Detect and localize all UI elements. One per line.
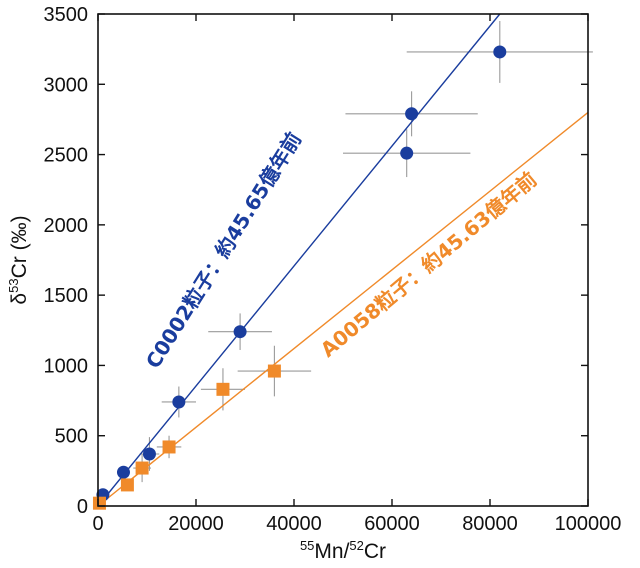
- data-point-a0058: [216, 382, 230, 396]
- y-tick-label: 3500: [44, 4, 89, 26]
- data-point-c0002: [493, 45, 507, 59]
- x-label-sup-55: 55: [300, 538, 314, 553]
- y-tick-label: 1000: [44, 355, 89, 377]
- series-label-c0002: C0002粒子：約45.65億年前: [141, 128, 306, 373]
- data-point-a0058: [162, 440, 176, 454]
- data-point-c0002: [172, 395, 186, 409]
- x-tick-label: 100000: [555, 513, 622, 535]
- x-label-sup-52: 52: [349, 538, 363, 553]
- x-label-cr: Cr: [364, 540, 386, 563]
- y-tick-label: 3000: [44, 74, 89, 96]
- data-point-a0058: [267, 364, 281, 378]
- data-point-c0002: [400, 146, 414, 160]
- series-label-a0058: A0058粒子：約45.63億年前: [316, 167, 542, 362]
- x-tick-label: 40000: [266, 513, 322, 535]
- y-axis-label: δ53Cr (‰): [6, 215, 31, 304]
- x-axis-label: 55Mn/52Cr: [300, 538, 386, 563]
- data-point-a0058: [120, 478, 134, 492]
- fit-line-c0002: [97, 13, 501, 507]
- x-tick-label: 20000: [168, 513, 224, 535]
- fit-line-a0058: [97, 111, 589, 507]
- x-tick-label: 0: [92, 513, 103, 535]
- data-point-a0058: [135, 461, 149, 475]
- y-tick-label: 1500: [44, 285, 89, 307]
- plot-frame: [97, 13, 589, 507]
- y-tick-label: 500: [55, 426, 88, 448]
- x-label-mn: Mn/: [314, 540, 349, 563]
- markers-layer: [92, 45, 507, 510]
- error-bars-layer: [98, 21, 593, 506]
- data-point-c0002: [233, 325, 247, 339]
- data-point-c0002: [116, 465, 130, 479]
- data-point-a0058: [92, 496, 106, 510]
- x-tick-label: 60000: [364, 513, 420, 535]
- data-point-c0002: [405, 107, 419, 121]
- y-label-delta: δ: [8, 293, 31, 305]
- data-point-c0002: [142, 447, 156, 461]
- y-tick-label: 2500: [44, 145, 89, 167]
- axes: [97, 13, 589, 507]
- y-tick-label: 0: [77, 496, 88, 518]
- y-label-sup-53: 53: [6, 278, 21, 292]
- y-label-cr: Cr (‰): [8, 215, 31, 278]
- fit-lines-layer: [97, 13, 589, 507]
- y-tick-label: 2000: [44, 215, 89, 237]
- x-tick-label: 80000: [462, 513, 518, 535]
- ticks-layer: 0 20000 40000 60000 80000 100000 0 500 1000 1500 2…: [44, 4, 622, 535]
